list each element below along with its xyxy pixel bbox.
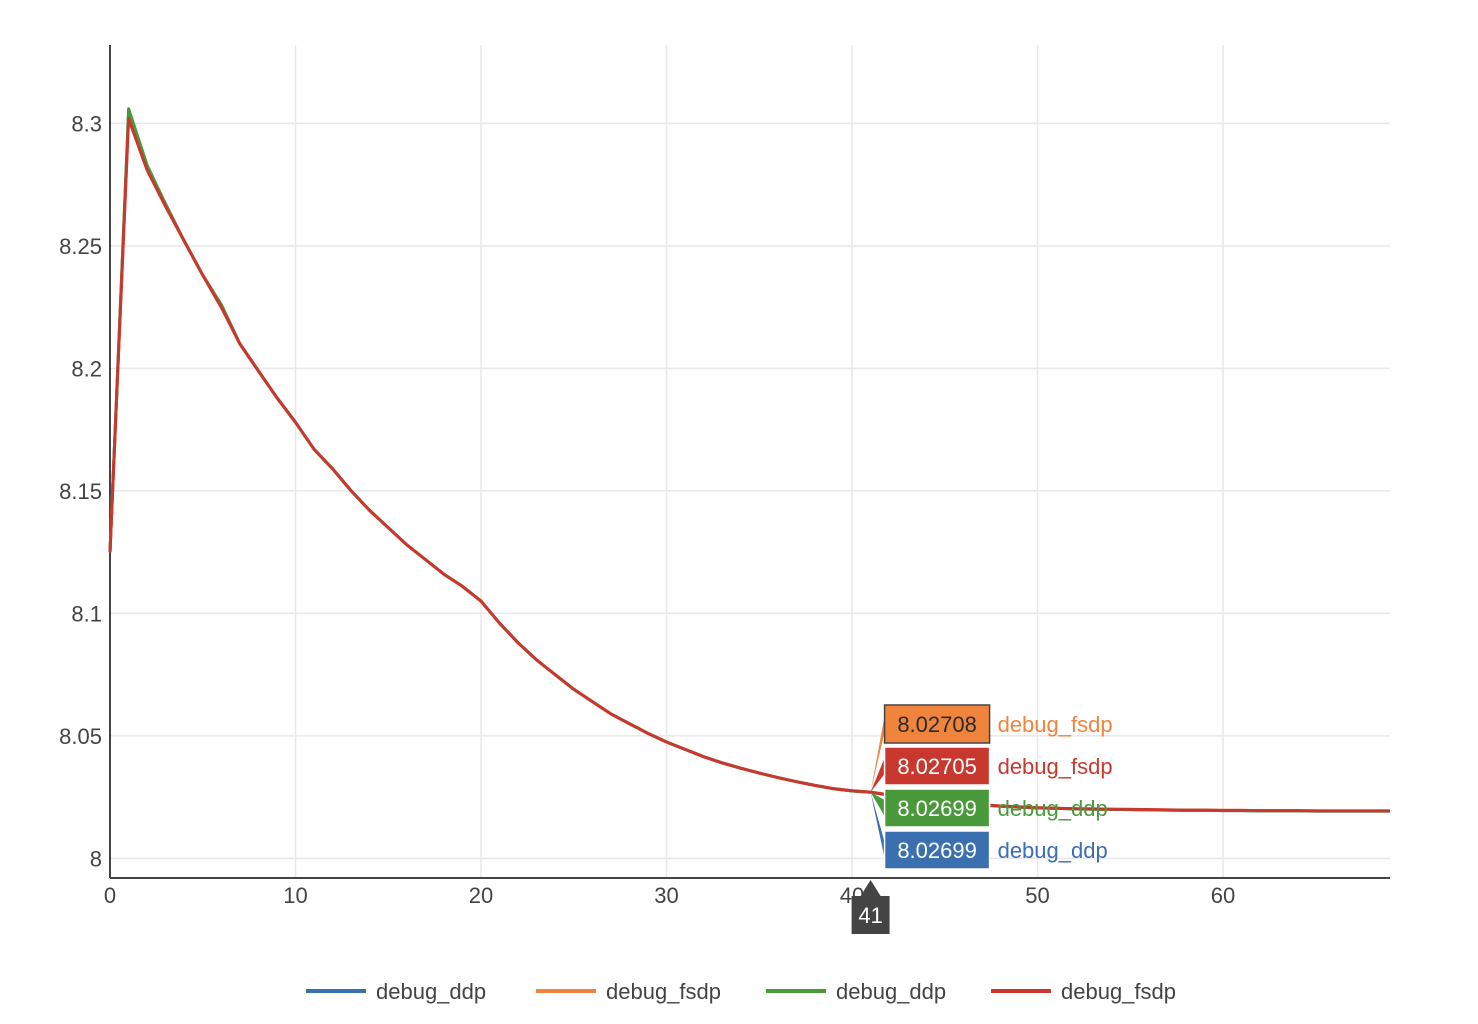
x-hover-badge	[851, 880, 890, 934]
hover-series-name: debug_ddp	[998, 838, 1108, 863]
series-line-debug_ddp[interactable]	[108, 107, 1390, 813]
x-hover-label: 41	[858, 903, 882, 928]
hover-pointer	[870, 792, 885, 816]
hover-value-text: 8.02705	[897, 754, 977, 779]
y-tick-label: 8	[90, 846, 102, 871]
hover-value-box	[883, 746, 991, 786]
legend-item-debug_ddp[interactable]: debug_ddp	[766, 979, 946, 1004]
grid-lines	[110, 45, 1390, 878]
hover-value-box	[883, 788, 991, 828]
hover-series-name: debug_fsdp	[998, 754, 1113, 779]
axes	[109, 45, 1390, 879]
x-tick-label: 50	[1025, 883, 1049, 908]
y-tick-label: 8.3	[71, 111, 102, 136]
hover-pointer	[870, 758, 885, 793]
series-line-debug_ddp[interactable]	[108, 112, 1390, 813]
legend-item-debug_ddp[interactable]: debug_ddp	[306, 979, 486, 1004]
legend-label: debug_ddp	[836, 979, 946, 1004]
series-lines[interactable]	[108, 107, 1390, 813]
y-tick-label: 8.1	[71, 601, 102, 626]
x-tick-label: 10	[283, 883, 307, 908]
y-tick-label: 8.2	[71, 356, 102, 381]
x-tick-label: 60	[1211, 883, 1235, 908]
hover-pointer	[870, 792, 885, 858]
y-tick-label: 8.25	[59, 234, 102, 259]
hover-value-box	[883, 830, 991, 870]
legend-label: debug_ddp	[376, 979, 486, 1004]
hover-pointer	[870, 716, 885, 793]
series-line-debug_fsdp[interactable]	[108, 117, 1390, 813]
hover-series-name: debug_ddp	[998, 796, 1108, 821]
x-tick-label: 0	[104, 883, 116, 908]
y-axis-ticks: 8 8.05 8.1 8.15 8.2 8.25 8.3	[59, 111, 102, 871]
hover-tooltip: 8.02708 debug_fsdp 8.02705 debug_fsdp 8.0269…	[851, 704, 1113, 934]
x-tick-label: 30	[654, 883, 678, 908]
legend-item-debug_fsdp[interactable]: debug_fsdp	[536, 979, 721, 1004]
hover-series-name: debug_fsdp	[998, 712, 1113, 737]
legend-label: debug_fsdp	[606, 979, 721, 1004]
hover-value-text: 8.02699	[897, 796, 977, 821]
legend[interactable]: debug_ddp debug_fsdp debug_ddp debug_fsdp	[306, 979, 1176, 1004]
hover-value-text: 8.02708	[897, 712, 977, 737]
hover-value-box	[883, 704, 991, 744]
legend-item-debug_fsdp[interactable]: debug_fsdp	[991, 979, 1176, 1004]
y-tick-label: 8.15	[59, 479, 102, 504]
x-tick-label: 20	[469, 883, 493, 908]
x-axis-ticks: 0 10 20 30 40 50 60	[104, 883, 1235, 908]
hover-value-text: 8.02699	[897, 838, 977, 863]
legend-label: debug_fsdp	[1061, 979, 1176, 1004]
y-tick-label: 8.05	[59, 724, 102, 749]
series-line-debug_fsdp[interactable]	[108, 117, 1390, 813]
